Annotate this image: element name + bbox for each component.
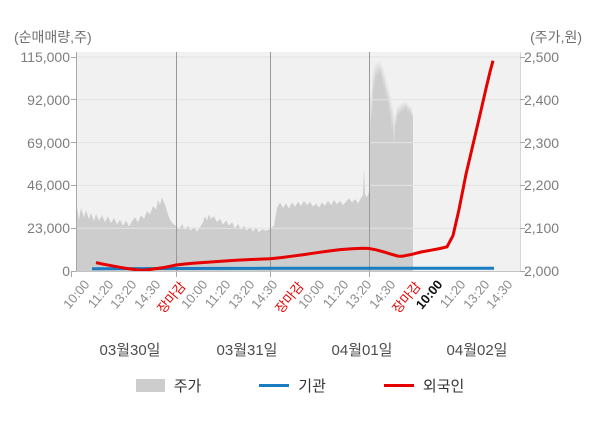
legend-item-외국인[interactable]: 외국인 — [383, 375, 465, 396]
bottom-axis-line — [76, 271, 521, 272]
plot-svg — [76, 52, 520, 272]
left-axis-line — [76, 52, 77, 272]
legend-area-swatch — [135, 379, 165, 392]
legend-label: 기관 — [298, 378, 326, 395]
left-axis-tick-label: 0 — [62, 263, 70, 279]
right-axis-tick-label: 2,100 — [524, 220, 560, 237]
bottom-axis-tick — [71, 272, 72, 277]
right-axis-tick-label: 2,300 — [524, 134, 560, 151]
left-axis-tick — [71, 227, 76, 229]
left-axis-tick — [71, 99, 76, 101]
foreigners-line-series — [95, 60, 495, 272]
right-axis-tick-label: 2,200 — [524, 177, 560, 194]
x-label-date: 03월30일 — [99, 342, 161, 359]
right-axis-tick-label: 2,500 — [524, 49, 560, 65]
left-axis-tick-label: 23,000 — [27, 220, 70, 237]
price-area-series — [76, 59, 413, 271]
legend-line-swatch — [259, 384, 290, 387]
legend-label: 주가 — [173, 378, 202, 395]
bottom-axis-tick — [270, 272, 271, 277]
legend-item-기관[interactable]: 기관 — [259, 375, 326, 396]
x-label-date: 04월02일 — [446, 342, 508, 359]
bottom-axis-tick — [176, 272, 177, 277]
right-axis-tick — [520, 142, 525, 144]
left-axis-tick-label: 92,000 — [27, 91, 70, 108]
left-axis-tick — [71, 142, 76, 144]
legend: 주가 기관 외국인 — [0, 375, 600, 396]
left-axis-title: (순매매량,주) — [14, 29, 92, 45]
left-axis-tick-label: 46,000 — [27, 177, 70, 194]
right-axis-tick — [520, 99, 525, 101]
left-axis-tick — [71, 56, 76, 58]
right-axis-tick-label: 2,400 — [524, 91, 560, 108]
right-axis-title: (주가,원) — [530, 29, 582, 45]
left-axis-tick — [71, 270, 76, 272]
right-axis-tick — [520, 227, 525, 229]
bottom-axis-tick — [369, 272, 370, 277]
legend-item-주가[interactable]: 주가 — [135, 375, 202, 396]
right-axis-line — [520, 52, 521, 272]
x-label-date: 03월31일 — [216, 342, 278, 359]
legend-label: 외국인 — [422, 378, 465, 395]
right-axis-tick — [520, 184, 525, 186]
legend-line-swatch — [383, 384, 414, 387]
right-axis-tick-label: 2,000 — [524, 263, 560, 279]
left-axis-tick-label: 69,000 — [27, 134, 70, 151]
left-axis-tick — [71, 184, 76, 186]
x-label-date: 04월01일 — [331, 342, 393, 359]
right-axis-tick — [520, 270, 525, 272]
right-axis-tick — [520, 56, 525, 58]
left-axis-tick-label: 115,000 — [20, 49, 70, 65]
